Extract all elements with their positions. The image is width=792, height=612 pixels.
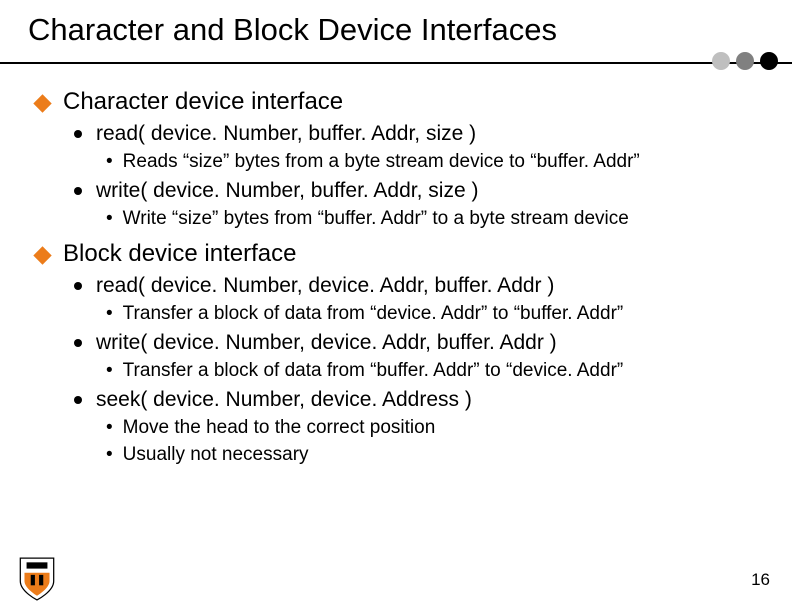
list-item-text: write( device. Number, buffer. Addr, siz… (96, 179, 478, 203)
sublist-item-text: Move the head to the correct position (123, 417, 436, 439)
disc-icon (74, 130, 82, 138)
slide: Character and Block Device Interfaces Ch… (0, 0, 792, 612)
dot-icon (736, 52, 754, 70)
dot-icon (712, 52, 730, 70)
list-item-text: read( device. Number, device. Addr, buff… (96, 274, 554, 298)
sublist-item: • Write “size” bytes from “buffer. Addr”… (106, 208, 764, 230)
sublist-item: • Transfer a block of data from “buffer.… (106, 360, 764, 382)
list-item: write( device. Number, buffer. Addr, siz… (74, 179, 764, 203)
dot-icon (760, 52, 778, 70)
bullet-icon: • (106, 304, 113, 323)
list-item-text: seek( device. Number, device. Address ) (96, 388, 472, 412)
bullet-icon: • (106, 209, 113, 228)
list-item: read( device. Number, buffer. Addr, size… (74, 122, 764, 146)
disc-icon (74, 282, 82, 290)
diamond-icon (33, 94, 51, 112)
section-items: read( device. Number, device. Addr, buff… (36, 274, 764, 466)
sublist: • Reads “size” bytes from a byte stream … (74, 151, 764, 173)
section-heading-text: Block device interface (63, 240, 296, 268)
sublist: • Transfer a block of data from “buffer.… (74, 360, 764, 382)
list-item-text: read( device. Number, buffer. Addr, size… (96, 122, 476, 146)
sublist-item-text: Usually not necessary (123, 444, 309, 466)
bullet-icon: • (106, 418, 113, 437)
divider-line (0, 62, 792, 64)
bullet-icon: • (106, 361, 113, 380)
list-item: read( device. Number, device. Addr, buff… (74, 274, 764, 298)
content-area: Character device interface read( device.… (0, 74, 792, 466)
decorative-dots (712, 52, 778, 70)
sublist-item: • Transfer a block of data from “device.… (106, 303, 764, 325)
section-heading: Block device interface (36, 240, 764, 268)
sublist: • Write “size” bytes from “buffer. Addr”… (74, 208, 764, 230)
divider-row (0, 52, 792, 74)
bullet-icon: • (106, 445, 113, 464)
section-heading-text: Character device interface (63, 88, 343, 116)
shield-logo-icon (16, 554, 58, 602)
sublist-item-text: Write “size” bytes from “buffer. Addr” t… (123, 208, 629, 230)
sublist-item: • Usually not necessary (106, 444, 764, 466)
list-item: seek( device. Number, device. Address ) (74, 388, 764, 412)
sublist-item: • Move the head to the correct position (106, 417, 764, 439)
diamond-icon (33, 246, 51, 264)
section-heading: Character device interface (36, 88, 764, 116)
list-item-text: write( device. Number, device. Addr, buf… (96, 331, 557, 355)
disc-icon (74, 396, 82, 404)
bullet-icon: • (106, 152, 113, 171)
sublist-item-text: Reads “size” bytes from a byte stream de… (123, 151, 640, 173)
section-items: read( device. Number, buffer. Addr, size… (36, 122, 764, 230)
page-number: 16 (751, 570, 770, 590)
title-wrap: Character and Block Device Interfaces (0, 0, 792, 48)
sublist-item: • Reads “size” bytes from a byte stream … (106, 151, 764, 173)
sublist-item-text: Transfer a block of data from “device. A… (123, 303, 624, 325)
sublist-item-text: Transfer a block of data from “buffer. A… (123, 360, 624, 382)
disc-icon (74, 339, 82, 347)
slide-title: Character and Block Device Interfaces (28, 12, 792, 48)
sublist: • Move the head to the correct position … (74, 417, 764, 466)
disc-icon (74, 187, 82, 195)
sublist: • Transfer a block of data from “device.… (74, 303, 764, 325)
list-item: write( device. Number, device. Addr, buf… (74, 331, 764, 355)
